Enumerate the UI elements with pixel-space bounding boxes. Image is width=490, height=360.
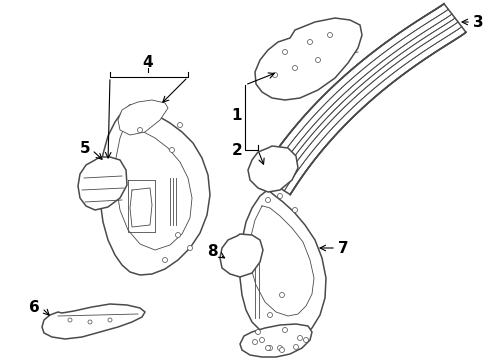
Circle shape [88, 320, 92, 324]
Text: 3: 3 [473, 14, 484, 30]
Circle shape [316, 58, 320, 63]
Circle shape [252, 339, 258, 345]
Circle shape [293, 207, 297, 212]
Circle shape [68, 318, 72, 322]
Circle shape [279, 292, 285, 297]
Circle shape [163, 257, 168, 262]
Polygon shape [248, 146, 298, 192]
Circle shape [170, 148, 174, 153]
Polygon shape [78, 157, 127, 210]
Circle shape [268, 346, 272, 351]
Polygon shape [260, 4, 466, 195]
Circle shape [277, 194, 283, 198]
Polygon shape [240, 324, 312, 357]
Polygon shape [42, 304, 145, 339]
Polygon shape [118, 100, 168, 135]
Circle shape [260, 338, 265, 342]
Text: 4: 4 [143, 54, 153, 69]
Text: 1: 1 [231, 108, 242, 122]
Circle shape [303, 338, 309, 342]
Circle shape [279, 347, 285, 352]
Circle shape [283, 50, 288, 54]
Polygon shape [100, 105, 210, 275]
Circle shape [175, 233, 180, 238]
Text: 6: 6 [29, 301, 40, 315]
Circle shape [283, 328, 288, 333]
Circle shape [177, 122, 182, 127]
Circle shape [272, 72, 277, 77]
Text: 8: 8 [207, 244, 218, 260]
Circle shape [266, 346, 270, 351]
Polygon shape [240, 185, 326, 340]
Circle shape [297, 336, 302, 341]
Text: 2: 2 [231, 143, 242, 158]
Circle shape [255, 329, 261, 334]
Polygon shape [220, 234, 263, 277]
Circle shape [293, 66, 297, 71]
Circle shape [308, 40, 313, 45]
Circle shape [277, 346, 283, 351]
Circle shape [327, 32, 333, 37]
Circle shape [266, 198, 270, 202]
Text: 7: 7 [338, 240, 348, 256]
Circle shape [268, 312, 272, 318]
Polygon shape [255, 18, 362, 100]
Circle shape [294, 345, 298, 350]
Text: 5: 5 [79, 140, 90, 156]
Circle shape [138, 127, 143, 132]
Circle shape [108, 318, 112, 322]
Circle shape [188, 246, 193, 251]
